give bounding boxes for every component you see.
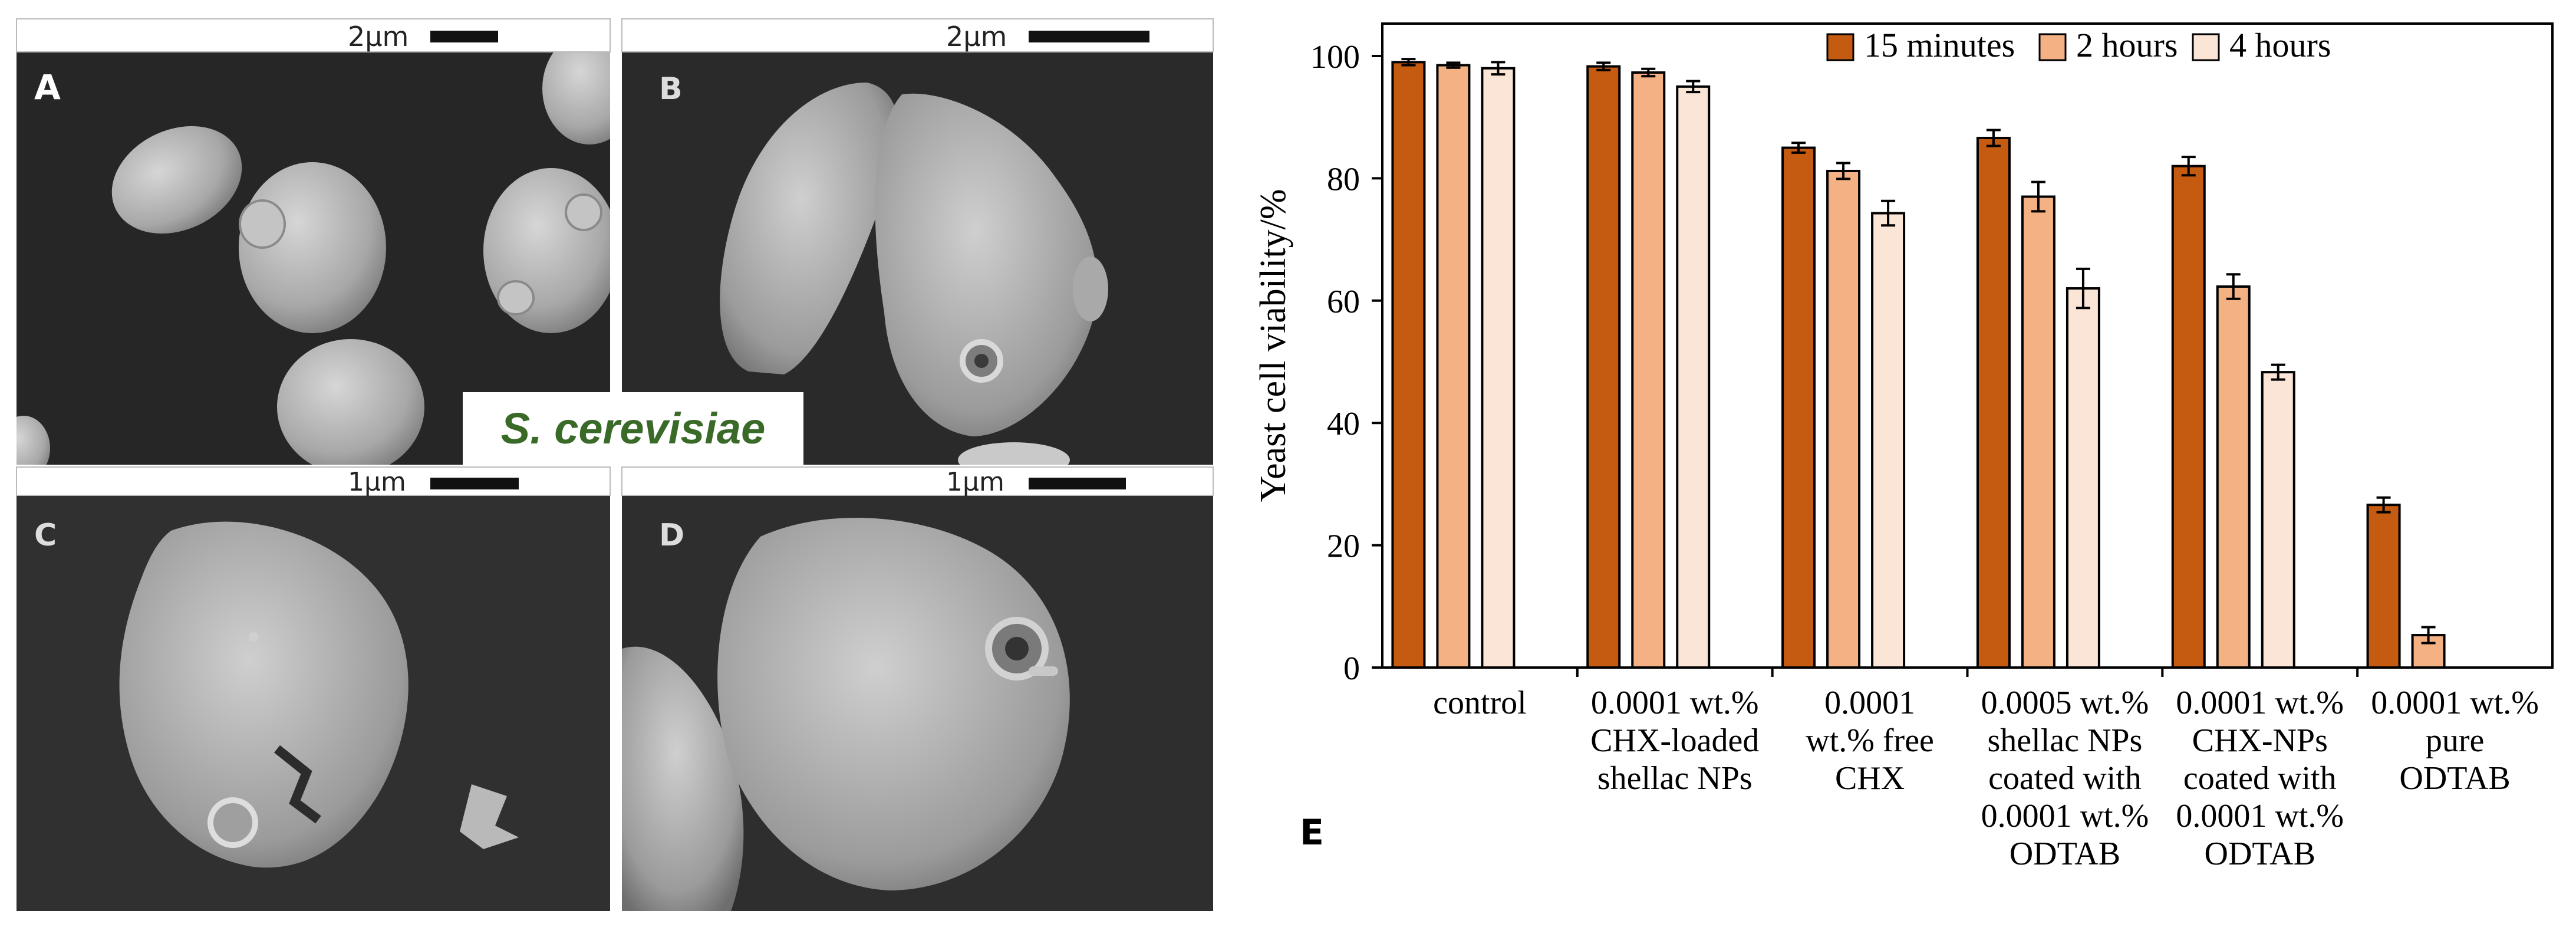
- x-axis-labels: control 0.0001 wt.% CHX-loaded shellac NPs 0…: [1433, 668, 2539, 872]
- bar-15-minutes: [1391, 61, 1426, 669]
- viability-bar-chart: 0 20 40 60 80 100 control 0.0001 wt.% CHX-loade…: [1253, 22, 2554, 872]
- bar-4-hours: [2066, 287, 2100, 669]
- species-label-box: S. cerevisiae: [463, 392, 803, 466]
- x-category-label: 0.0001 wt.% free CHX: [1806, 685, 1934, 797]
- y-tick-label: 80: [1327, 161, 1360, 198]
- sem-panel-a: 2µm A: [16, 18, 611, 465]
- panel-letter-e: E: [1300, 812, 1324, 853]
- bar-2-hours: [2021, 195, 2055, 669]
- bar-4-hours: [1676, 85, 1711, 669]
- y-tick-label: 0: [1343, 650, 1360, 687]
- panel-letter: B: [659, 71, 683, 107]
- legend-label: 2 hours: [2076, 26, 2178, 64]
- yeast-cells-image: [622, 517, 1070, 911]
- yeast-cells-image: [119, 521, 519, 868]
- scale-bar-strip: [16, 466, 611, 496]
- y-tick-label: 100: [1310, 39, 1360, 75]
- x-category-label: 0.0001 wt.% CHX-loaded shellac NPs: [1590, 685, 1759, 797]
- scale-label: 2µm: [946, 21, 1007, 52]
- yeast-cells-image: [720, 83, 1108, 465]
- legend-swatch: [2192, 33, 2220, 61]
- bar-15-minutes: [1586, 65, 1621, 669]
- species-label: S. cerevisiae: [501, 404, 765, 453]
- legend: 15 minutes 2 hours 4 hours: [1826, 26, 2331, 64]
- bar-4-hours: [1871, 212, 1906, 669]
- scale-bar-strip: [16, 18, 611, 52]
- y-tick-label: 20: [1327, 528, 1360, 565]
- legend-label: 15 minutes: [1864, 26, 2015, 64]
- x-category-label: 0.0001 wt.% CHX-NPs coated with 0.0001 wt.%…: [2176, 685, 2344, 872]
- x-category-label: 0.0005 wt.% shellac NPs coated with 0.0001 …: [1981, 685, 2149, 872]
- bar-2-hours: [2216, 285, 2251, 669]
- x-category-label: 0.0001 wt.% pure ODTAB: [2371, 685, 2539, 797]
- bar-4-hours: [2261, 371, 2295, 669]
- panel-letter: D: [659, 518, 684, 553]
- y-tick-label: 60: [1327, 284, 1360, 320]
- scale-label: 1µm: [946, 467, 1004, 497]
- bar-2-hours: [1826, 169, 1861, 669]
- scale-bar: [430, 31, 498, 42]
- legend-swatch: [2038, 33, 2067, 61]
- panel-letter: A: [34, 67, 61, 107]
- bar-15-minutes: [2171, 165, 2206, 669]
- bar-4-hours: [1481, 67, 1516, 669]
- scale-bar: [1029, 478, 1126, 489]
- scale-bar: [430, 478, 519, 489]
- legend-swatch: [1826, 33, 1854, 61]
- scale-bar: [1029, 31, 1149, 42]
- bar-15-minutes: [1976, 136, 2011, 669]
- scale-label: 1µm: [348, 467, 406, 497]
- y-tick-label: 40: [1327, 406, 1360, 442]
- bar-15-minutes: [2366, 504, 2401, 669]
- sem-panel-d: 1µm D: [621, 466, 1214, 911]
- bars: [1391, 58, 2446, 669]
- panel-letter: C: [34, 518, 57, 553]
- y-axis: 0 20 40 60 80 100: [1310, 39, 1382, 687]
- bar-2-hours: [1436, 64, 1471, 669]
- yeast-cells-image: [17, 52, 610, 465]
- bar-15-minutes: [1781, 146, 1816, 669]
- bar-2-hours: [1631, 71, 1666, 669]
- species-label-background: [463, 392, 803, 466]
- sem-panel-c: 1µm C: [16, 466, 611, 911]
- x-category-label: control: [1433, 685, 1527, 721]
- y-axis-label: Yeast cell viability/%: [1253, 189, 1293, 502]
- legend-label: 4 hours: [2229, 26, 2331, 64]
- scale-label: 2µm: [348, 21, 409, 52]
